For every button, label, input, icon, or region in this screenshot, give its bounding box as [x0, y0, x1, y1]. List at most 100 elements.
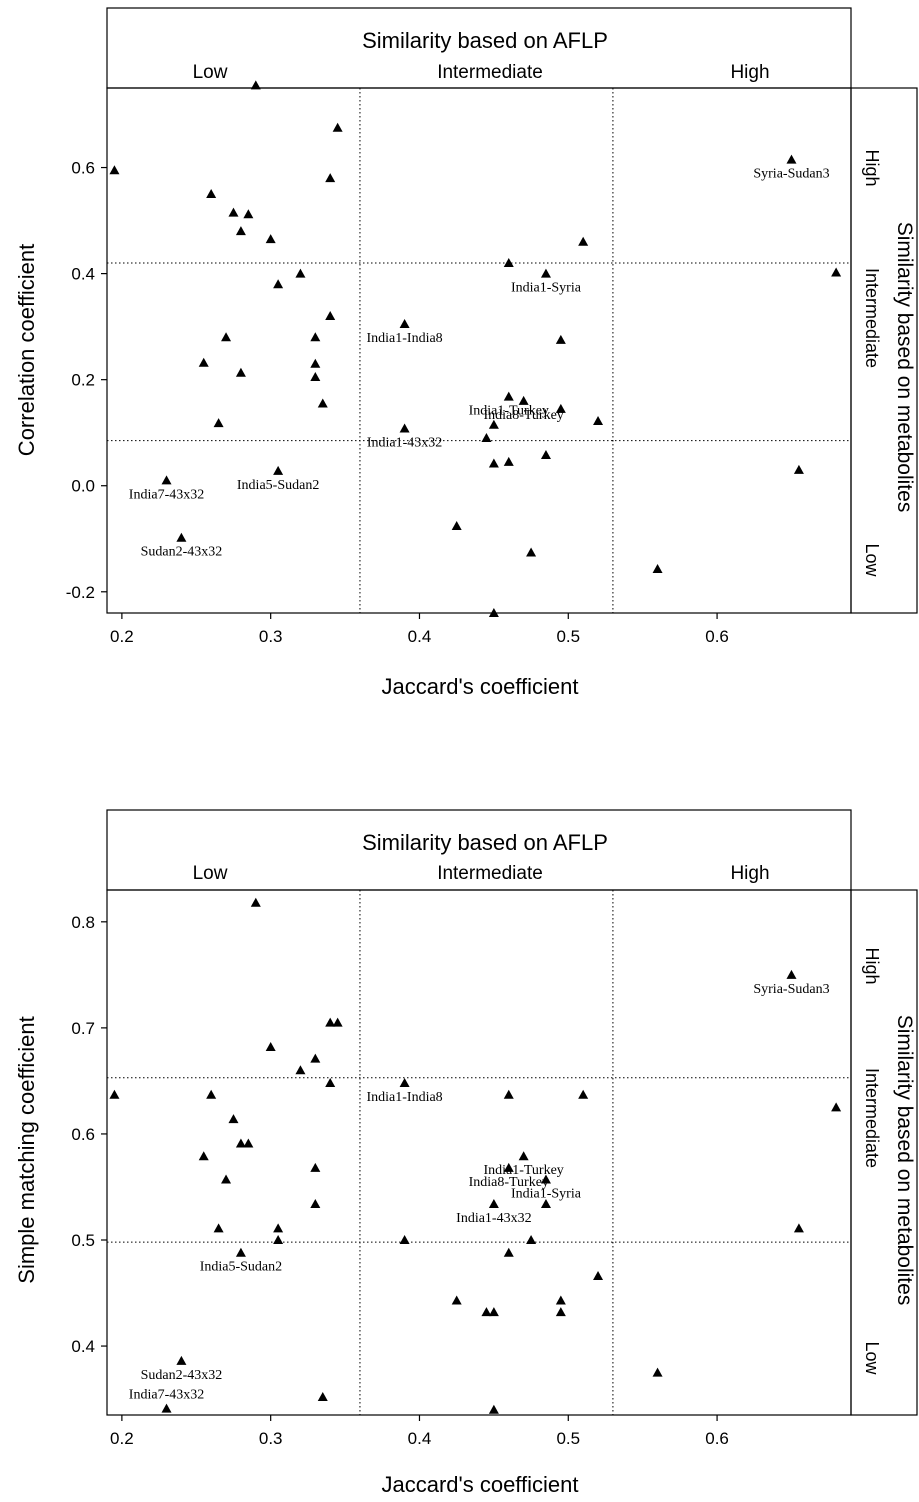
chart-2-point-annotation: India1-India8 [366, 1090, 442, 1105]
chart-2-data-point [488, 1198, 499, 1208]
chart-1-data-point [578, 236, 589, 246]
chart-2-data-point [652, 1367, 663, 1377]
chart-2-data-point [793, 1223, 804, 1233]
chart-2-data-point [503, 1247, 514, 1257]
chart-1-data-point [243, 209, 254, 219]
chart-1-point-annotation: India1-India8 [366, 331, 442, 346]
chart-1-axes: 0.2 0.3 0.4 0.5 0.6 0.6 0.4 0.2 0.0 -0.2 [66, 88, 851, 646]
chart-2-data-point [310, 1162, 321, 1172]
chart-1-y-tick-label: 0.2 [71, 371, 95, 390]
chart-2-point-annotation: India1-Syria [511, 1187, 582, 1202]
chart-2-x-tick-label: 0.2 [110, 1429, 134, 1448]
chart-1-right-band-low: Low [862, 543, 882, 577]
chart-2-data-point [206, 1089, 217, 1099]
chart-2-data-point [481, 1307, 492, 1317]
chart-2-data-point [526, 1235, 537, 1244]
chart-1-data-point [332, 122, 343, 132]
chart-1-data-point [526, 547, 537, 557]
chart-1-x-axis-title: Jaccard's coefficient [381, 674, 578, 699]
chart-2-data-point [399, 1235, 410, 1244]
chart-1-point-annotation: India1-43x32 [367, 435, 442, 450]
chart-2-data-point [325, 1078, 336, 1088]
chart-2-data-point [310, 1053, 321, 1063]
chart-1-data-point [793, 464, 804, 474]
chart-1: Similarity based on AFLP Low Intermediat… [14, 7, 918, 699]
chart-1-data-point [325, 173, 336, 183]
chart-2-y-tick-label: 0.4 [71, 1337, 95, 1356]
chart-1-data-point [273, 465, 284, 475]
chart-1-right-band-title: Similarity based on metabolites [893, 222, 916, 513]
chart-1-point-annotation: India1-Turkey [469, 404, 549, 419]
chart-2-right-band-low: Low [862, 1341, 882, 1375]
chart-1-data-point [265, 234, 276, 244]
chart-1-x-tick-label: 0.4 [408, 627, 432, 646]
chart-1-data-point [540, 268, 551, 278]
chart-1-y-tick-label: 0.4 [71, 265, 95, 284]
chart-2-data-point [243, 1138, 254, 1148]
chart-1-data-point [488, 419, 499, 429]
chart-2-y-tick-label: 0.8 [71, 913, 95, 932]
chart-2-data-point [540, 1174, 551, 1184]
chart-2-data-point [578, 1089, 589, 1099]
chart-2-data-point [451, 1295, 462, 1305]
chart-1-data-point [540, 449, 551, 459]
chart-1-plot-frame [106, 87, 852, 614]
chart-2-data-point [518, 1151, 529, 1161]
chart-2-point-annotation: Syria-Sudan3 [753, 982, 829, 997]
chart-1-data-point [399, 423, 410, 433]
chart-2-data-point [273, 1223, 284, 1233]
chart-1-data-point [593, 416, 604, 426]
chart-1-data-point [228, 207, 239, 217]
chart-2-top-band-high: High [730, 863, 769, 884]
chart-2-top-band-intermediate: Intermediate [437, 863, 543, 884]
chart-1-data-point [213, 418, 224, 428]
chart-2-y-tick-label: 0.7 [71, 1019, 95, 1038]
chart-2-data-point [399, 1078, 410, 1088]
chart-2-data-point [488, 1307, 499, 1317]
chart-1-data-point [273, 279, 284, 289]
chart-1-point-annotation: India1-Syria [511, 281, 582, 296]
chart-2-data-point [213, 1223, 224, 1233]
chart-2-data-point [488, 1404, 499, 1414]
chart-1-x-tick-label: 0.5 [556, 627, 580, 646]
chart-1-y-axis-title: Correlation coefficient [14, 244, 39, 456]
chart-2-right-band-title: Similarity based on metabolites [893, 1015, 916, 1306]
chart-1-top-band-title: Similarity based on AFLP [362, 28, 608, 53]
chart-1-point-annotation: Syria-Sudan3 [753, 167, 829, 182]
chart-1-data-point [250, 80, 261, 90]
chart-1-data-point [503, 391, 514, 401]
chart-1-data-point [555, 403, 566, 413]
chart-2-data-point [176, 1355, 187, 1365]
chart-1-right-band-high: High [862, 149, 882, 186]
chart-1-data-point [786, 154, 797, 164]
chart-1-data-point [488, 458, 499, 468]
chart-2-data-point [161, 1403, 172, 1413]
chart-2-data-point [235, 1138, 246, 1148]
chart-2-data-point [503, 1162, 514, 1172]
chart-1-data-point [451, 521, 462, 531]
chart-1-y-tick-label: 0.6 [71, 159, 95, 178]
chart-2-x-tick-label: 0.5 [556, 1429, 580, 1448]
chart-1-data-point [161, 475, 172, 485]
chart-2-top-band-low: Low [193, 863, 228, 884]
chart-1-y-tick-label: -0.2 [66, 583, 95, 602]
chart-2-top-band-title: Similarity based on AFLP [362, 830, 608, 855]
chart-1-right-band-intermediate: Intermediate [862, 268, 882, 368]
chart-1-top-band-intermediate: Intermediate [437, 62, 543, 83]
chart-2-point-annotation: India7-43x32 [129, 1388, 204, 1403]
chart-1-data-point [176, 532, 187, 542]
chart-2-x-axis-title: Jaccard's coefficient [381, 1472, 578, 1497]
chart-1-data-point [235, 367, 246, 377]
chart-2-point-annotation: India8-Turkey [469, 1175, 549, 1190]
chart-1-point-annotation: Sudan2-43x32 [141, 545, 223, 560]
chart-2-point-annotation: India5-Sudan2 [200, 1260, 282, 1275]
chart-2-data-point [593, 1271, 604, 1281]
chart-2-data-point [221, 1174, 232, 1184]
chart-2-data-point [332, 1017, 343, 1027]
chart-2-data-point [317, 1391, 328, 1401]
chart-1-top-band-high: High [730, 62, 769, 83]
chart-2-data-point [831, 1102, 842, 1112]
chart-2-data-point [540, 1198, 551, 1208]
chart-2-data-point [295, 1065, 306, 1075]
